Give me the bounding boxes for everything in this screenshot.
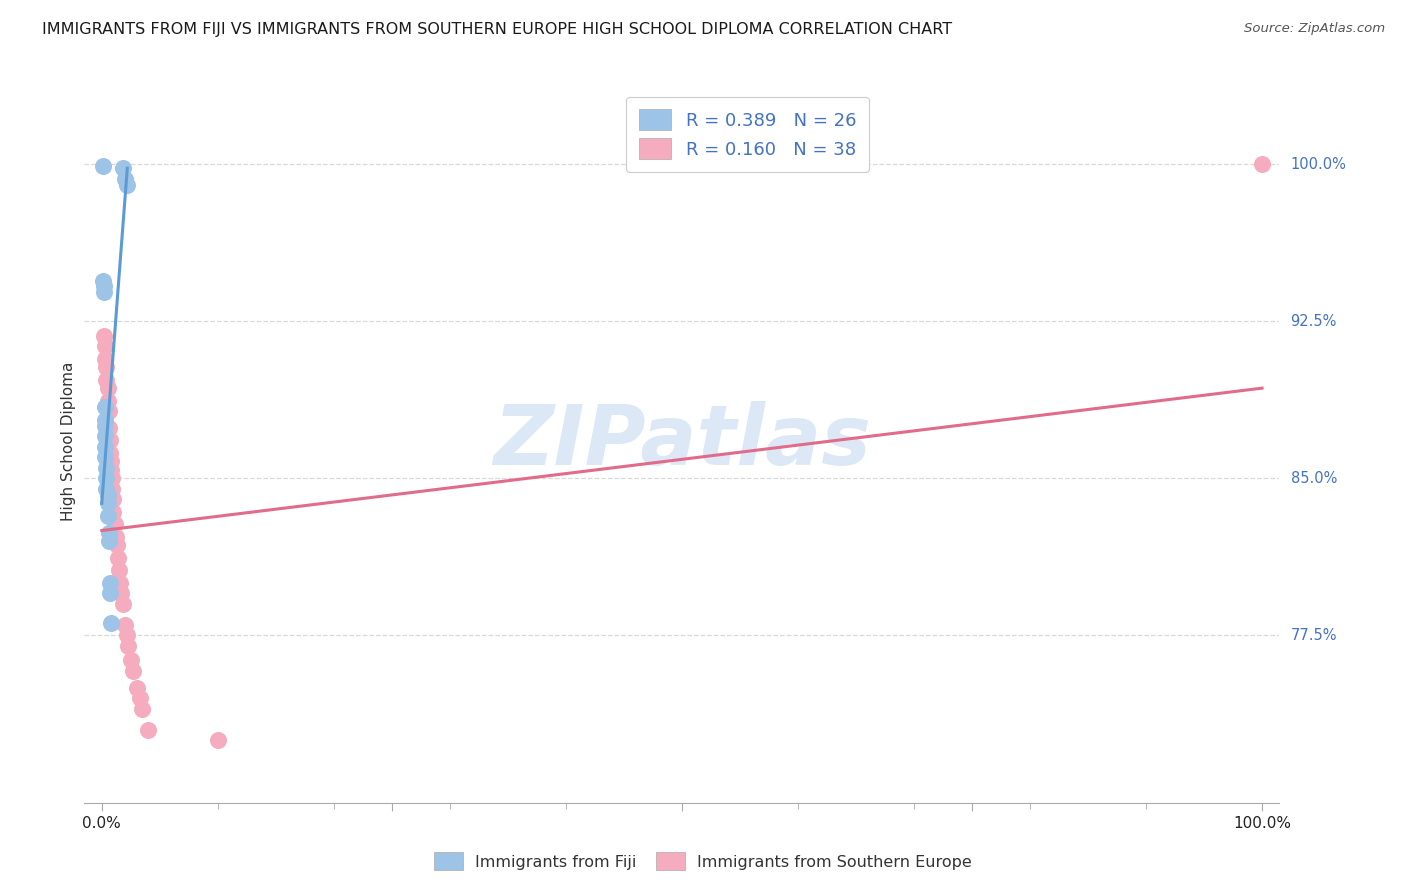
Point xyxy=(97,381,120,395)
Point xyxy=(98,434,121,448)
Point xyxy=(120,653,142,667)
Point xyxy=(103,505,125,519)
Point xyxy=(131,701,153,715)
Point xyxy=(207,733,229,747)
Point xyxy=(94,450,117,465)
Point xyxy=(125,681,148,695)
Point xyxy=(97,404,120,418)
Point xyxy=(105,538,128,552)
Point xyxy=(117,639,139,653)
Point xyxy=(103,492,125,507)
Point xyxy=(111,161,134,176)
Point xyxy=(117,628,139,642)
Point xyxy=(96,471,118,485)
Point xyxy=(1251,157,1274,171)
Point xyxy=(103,517,125,532)
Text: 77.5%: 77.5% xyxy=(1291,628,1337,643)
Point xyxy=(97,496,120,510)
Point xyxy=(97,525,120,540)
Point xyxy=(101,471,124,485)
Point xyxy=(101,482,124,496)
Legend: R = 0.389   N = 26, R = 0.160   N = 38: R = 0.389 N = 26, R = 0.160 N = 38 xyxy=(626,96,869,171)
Point xyxy=(110,575,132,590)
Text: 92.5%: 92.5% xyxy=(1291,314,1337,328)
Point xyxy=(97,508,120,523)
Point xyxy=(94,440,117,454)
Point xyxy=(110,586,132,600)
Point xyxy=(94,400,117,414)
Text: 100.0%: 100.0% xyxy=(1291,157,1347,171)
Point xyxy=(98,575,121,590)
Point xyxy=(100,463,122,477)
Point xyxy=(94,339,117,353)
Point xyxy=(94,429,117,443)
Point xyxy=(117,178,139,192)
Point xyxy=(91,274,114,288)
Point xyxy=(93,278,115,293)
Text: Source: ZipAtlas.com: Source: ZipAtlas.com xyxy=(1244,22,1385,36)
Point xyxy=(91,159,114,173)
Point xyxy=(97,534,120,549)
Y-axis label: High School Diploma: High School Diploma xyxy=(60,362,76,521)
Point xyxy=(93,328,115,343)
Point xyxy=(98,586,121,600)
Text: ZIPatlas: ZIPatlas xyxy=(494,401,870,482)
Point xyxy=(96,360,118,375)
Point xyxy=(100,615,122,630)
Legend: Immigrants from Fiji, Immigrants from Southern Europe: Immigrants from Fiji, Immigrants from So… xyxy=(427,846,979,877)
Point xyxy=(97,393,120,408)
Text: 85.0%: 85.0% xyxy=(1291,471,1337,485)
Point xyxy=(96,373,118,387)
Point xyxy=(94,412,117,426)
Point xyxy=(94,418,117,433)
Point xyxy=(97,421,120,435)
Point xyxy=(111,597,134,611)
Point xyxy=(129,691,152,706)
Point xyxy=(93,285,115,299)
Point xyxy=(114,617,136,632)
Point xyxy=(100,454,122,468)
Point xyxy=(114,171,136,186)
Point xyxy=(94,351,117,366)
Point xyxy=(96,482,118,496)
Point xyxy=(136,723,159,737)
Point xyxy=(122,664,145,678)
Point xyxy=(96,460,118,475)
Point xyxy=(108,563,131,577)
Point xyxy=(97,488,120,502)
Point xyxy=(98,446,121,460)
Point xyxy=(107,550,129,565)
Point xyxy=(104,530,127,544)
Text: IMMIGRANTS FROM FIJI VS IMMIGRANTS FROM SOUTHERN EUROPE HIGH SCHOOL DIPLOMA CORR: IMMIGRANTS FROM FIJI VS IMMIGRANTS FROM … xyxy=(42,22,952,37)
